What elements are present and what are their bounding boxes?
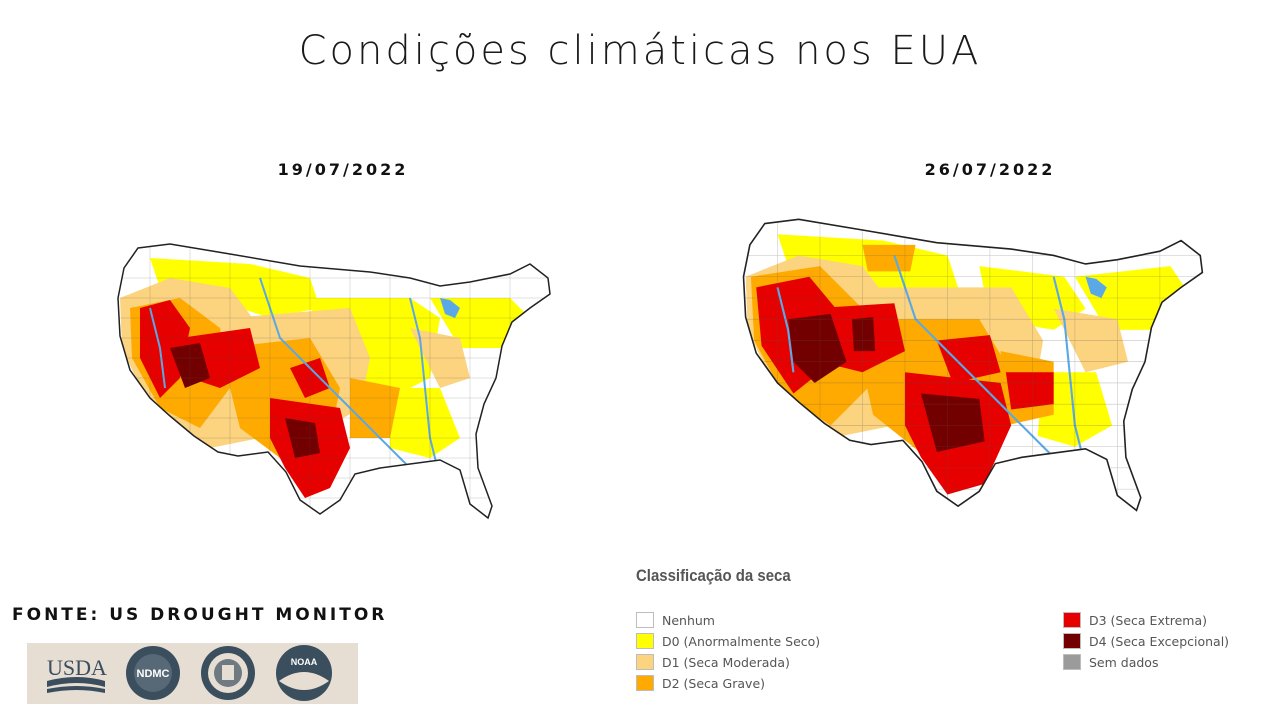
ndmc-logo: NDMC — [126, 646, 180, 700]
commerce-seal — [201, 646, 255, 700]
legend-item-d4: D4 (Seca Excepcional) — [1063, 632, 1229, 650]
noaa-logo-text: NOAA — [291, 657, 318, 667]
legend-label: D1 (Seca Moderada) — [662, 654, 790, 670]
legend-item-d1: D1 (Seca Moderada) — [636, 653, 790, 671]
ndmc-logo-text: NDMC — [137, 668, 170, 680]
legend-label: Nenhum — [662, 612, 715, 628]
legend-swatch — [636, 675, 654, 691]
legend-item-d0: D0 (Anormalmente Seco) — [636, 632, 820, 650]
legend-swatch — [636, 654, 654, 670]
legend-swatch — [1063, 633, 1081, 649]
page-title: Condições climáticas nos EUA — [298, 28, 982, 74]
legend-label: D3 (Seca Extrema) — [1089, 612, 1208, 628]
map-date-left: 19/07/2022 — [277, 160, 409, 179]
legend-title: Classificação da seca — [636, 566, 791, 585]
legend-label: D2 (Seca Grave) — [662, 675, 766, 691]
legend-label: D0 (Anormalmente Seco) — [662, 633, 821, 649]
map-date-right: 26/07/2022 — [924, 160, 1056, 179]
drought-map-19-07-2022 — [117, 243, 551, 520]
usda-logo-text: USDA — [47, 655, 107, 680]
legend-item-d3: D3 (Seca Extrema) — [1063, 611, 1207, 629]
legend-label: D4 (Seca Excepcional) — [1089, 633, 1230, 649]
legend-item-d2: D2 (Seca Grave) — [636, 674, 765, 692]
noaa-logo: NOAA — [276, 645, 332, 701]
legend-item-nenhum: Nenhum — [636, 611, 715, 629]
legend-swatch — [636, 612, 654, 628]
drought-map-26-07-2022 — [742, 218, 1204, 512]
legend-label: Sem dados — [1089, 654, 1159, 670]
legend-swatch — [1063, 654, 1081, 670]
usda-logo: USDA — [47, 655, 107, 693]
legend-swatch — [636, 633, 654, 649]
legend-swatch — [1063, 612, 1081, 628]
source-label: FONTE: US DROUGHT MONITOR — [12, 605, 388, 625]
agency-logos: USDA NDMC NOAA — [27, 643, 358, 704]
legend-item-sem-dados: Sem dados — [1063, 653, 1158, 671]
